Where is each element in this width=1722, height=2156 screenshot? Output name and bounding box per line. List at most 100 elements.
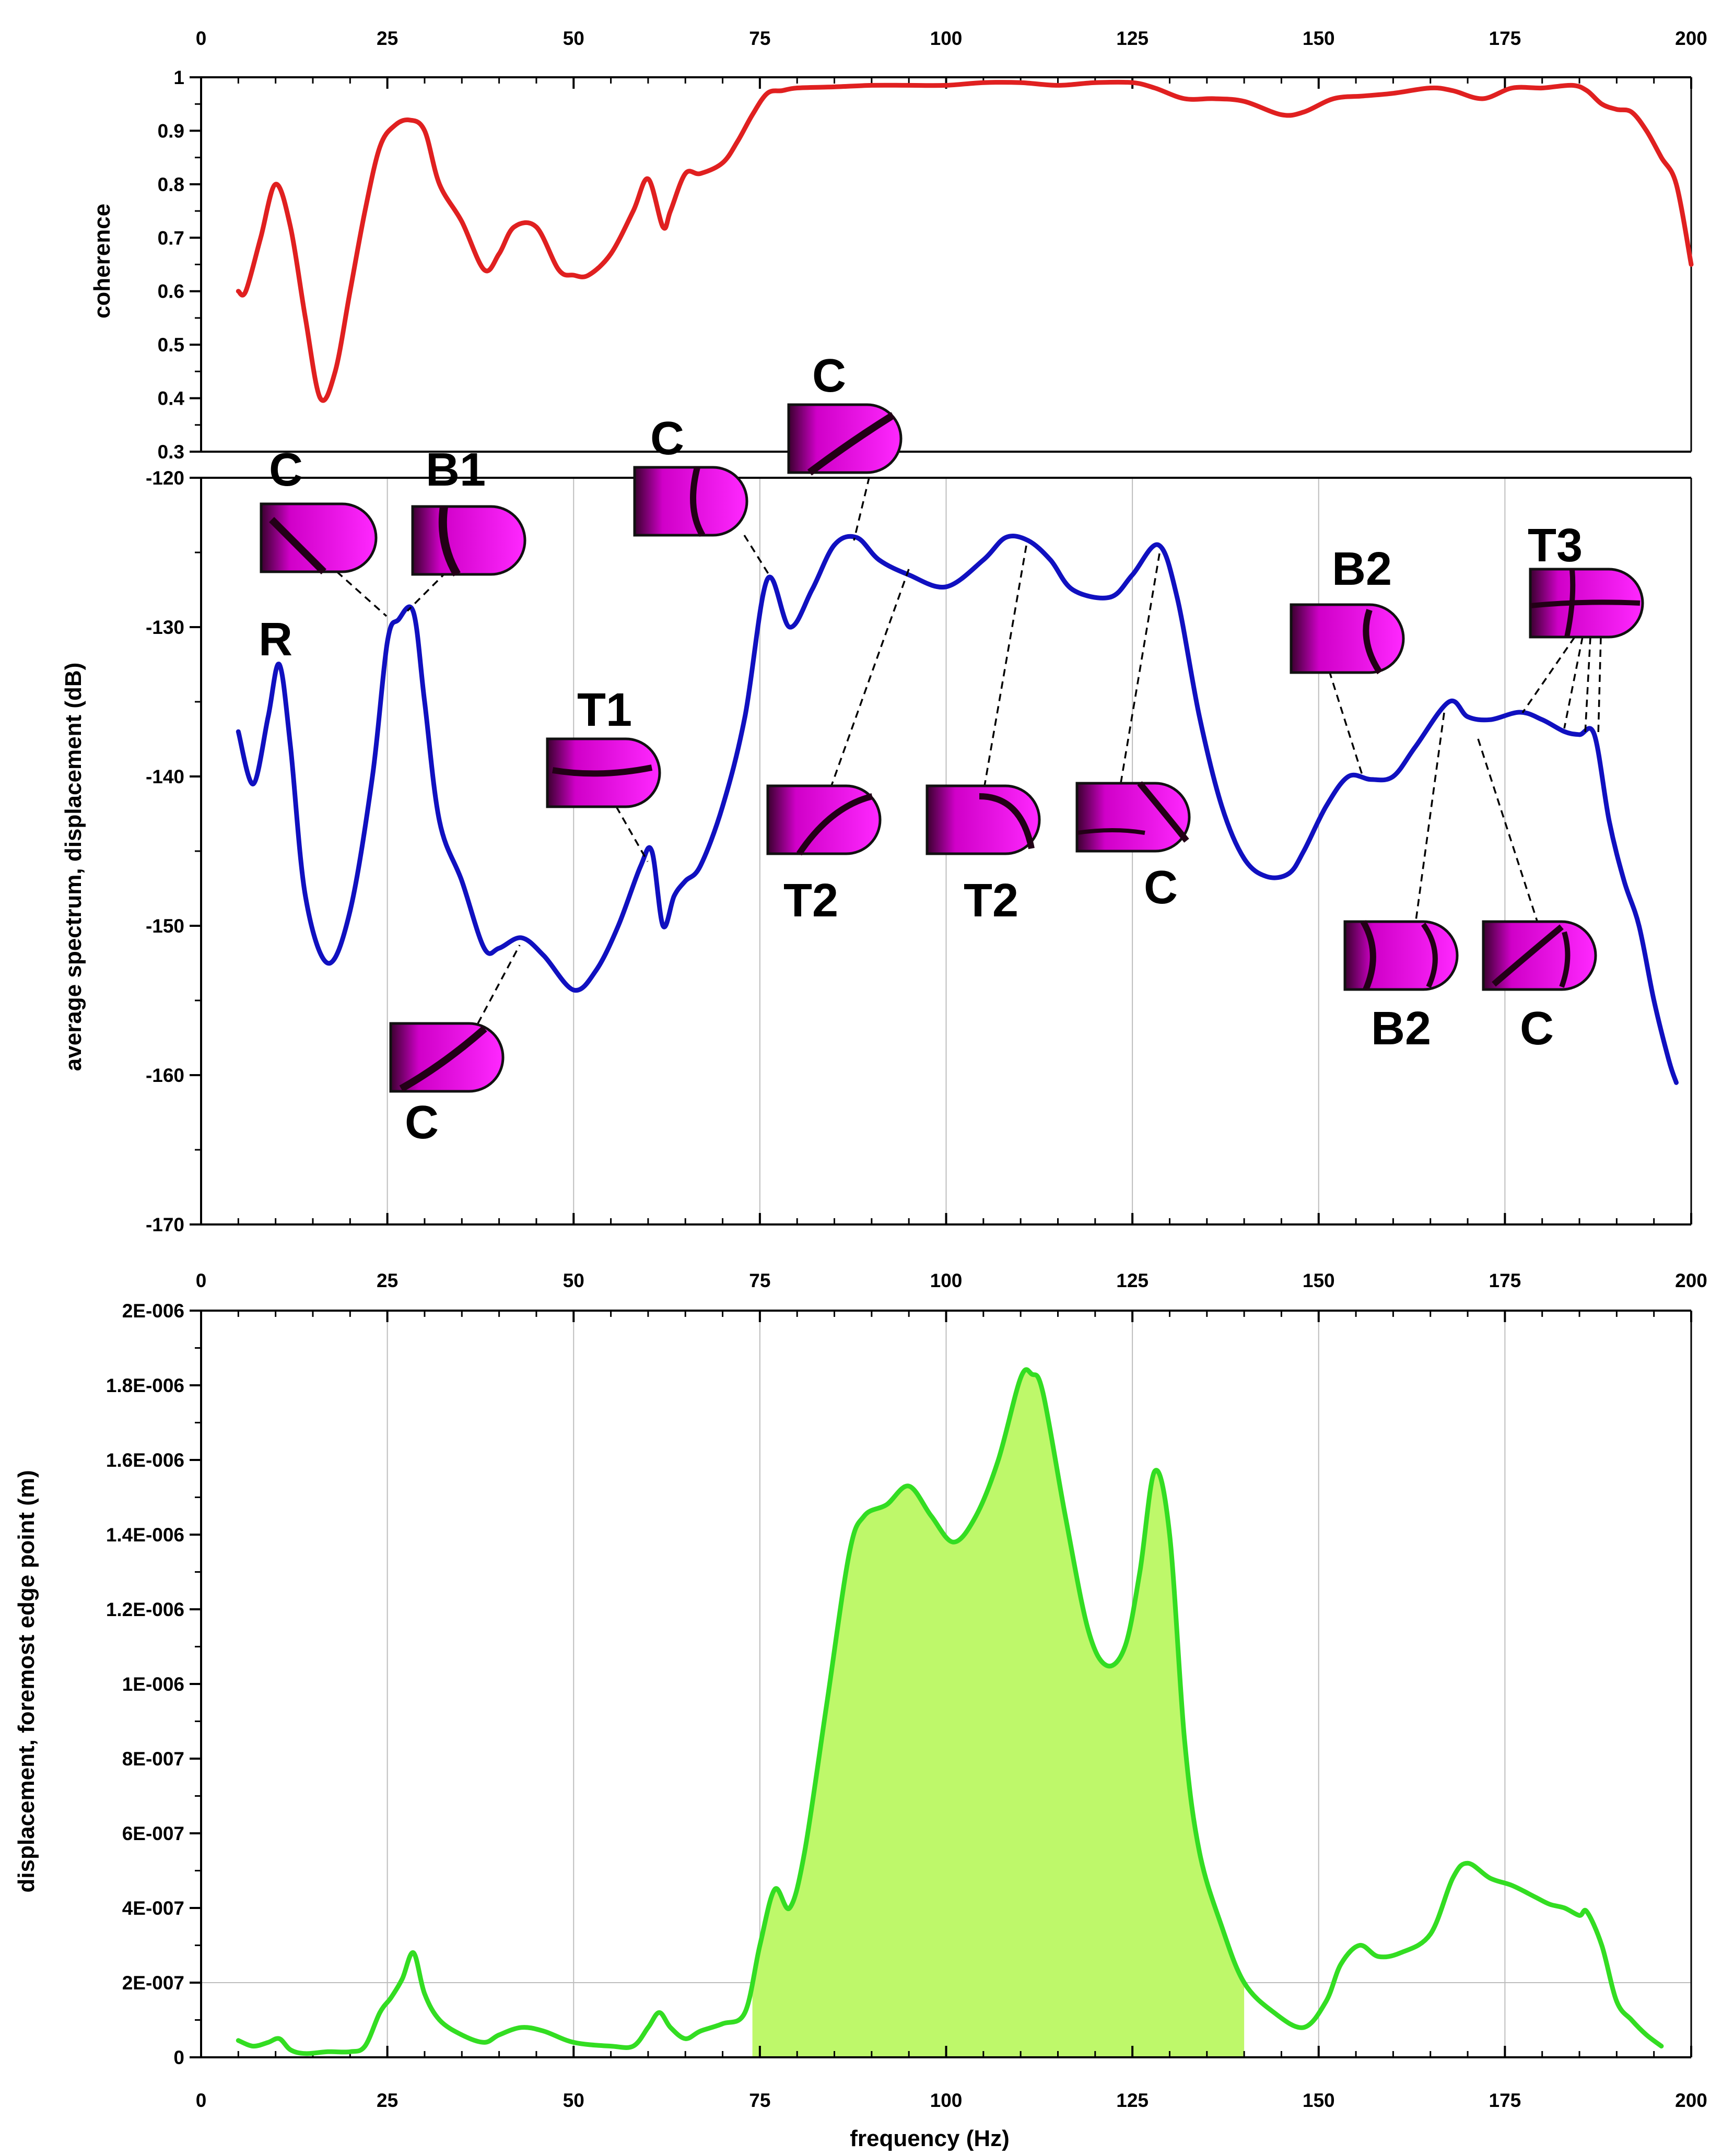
y-tick-label: 1.2E-006 <box>106 1599 184 1620</box>
x-tick-label: 175 <box>1489 2090 1521 2111</box>
x-tick-label: 200 <box>1675 1270 1707 1291</box>
displacement-ylabel: displacement, foremost edge point (m) <box>14 1470 39 1892</box>
annotation-label-c: C <box>812 350 846 402</box>
spectrum-panel: -170 -160 -150 -140 -130 -120 0 25 50 75 100 125 150… <box>146 467 1707 1291</box>
y-tick-label: 0.4 <box>158 388 185 409</box>
leader-line <box>853 464 873 541</box>
y-tick-label: 1.6E-006 <box>106 1450 184 1471</box>
x-tick-label: 50 <box>563 1270 584 1291</box>
x-tick-label: 100 <box>930 1270 963 1291</box>
mode-shape-image <box>766 784 882 856</box>
leader-line <box>477 945 521 1024</box>
annotation-label-t2: T2 <box>964 875 1018 927</box>
y-tick-label: 2E-007 <box>122 1972 184 1994</box>
x-tick-label: 200 <box>1675 28 1707 49</box>
annotation-label-c: C <box>269 444 303 496</box>
spectrum-annotations: R C B1 C T1 C C T2 T2 C B2 B2 C T3 <box>259 350 1583 1149</box>
coherence-ylabel: coherence <box>89 204 115 319</box>
y-tick-label: 1 <box>173 67 184 88</box>
x-tick-label: 150 <box>1303 2090 1335 2111</box>
annotation-label-t3: T3 <box>1528 520 1583 572</box>
annotation-label-b2: B2 <box>1371 1003 1431 1055</box>
x-tick-label: 0 <box>196 28 207 49</box>
mode-shape-image <box>926 784 1041 855</box>
y-tick-label: 1.4E-006 <box>106 1524 184 1546</box>
y-tick-label: 0.7 <box>158 227 184 249</box>
x-tick-label: 25 <box>377 1270 398 1291</box>
leader-line <box>336 571 388 617</box>
leader-line <box>406 571 448 612</box>
annotation-label-c: C <box>1144 862 1178 914</box>
leader-line <box>1414 712 1445 925</box>
y-tick-label: -130 <box>146 617 184 638</box>
leader-line <box>1563 637 1584 729</box>
y-tick-label: -170 <box>146 1214 184 1235</box>
leader-line <box>1521 637 1576 713</box>
displacement-panel: 0 2E-007 4E-007 6E-007 8E-007 1E-006 1.2E-006 1… <box>106 1300 1707 2111</box>
x-tick-label: 75 <box>749 2090 770 2111</box>
series-line <box>236 534 1679 1085</box>
y-tick-label: 0 <box>173 2047 184 2068</box>
mode-shape-image <box>1343 920 1459 991</box>
annotation-label-b2: B2 <box>1332 543 1392 595</box>
leader-line <box>1119 553 1161 786</box>
annotation-label-t2: T2 <box>783 875 838 927</box>
mode-shape-image <box>633 466 748 537</box>
leader-line <box>983 545 1027 786</box>
x-tick-label: 150 <box>1303 1270 1335 1291</box>
x-tick-label: 25 <box>377 2090 398 2111</box>
leader-line <box>743 535 771 578</box>
y-tick-label: 0.3 <box>158 441 184 463</box>
mode-shape-image <box>1529 568 1644 639</box>
y-tick-label: 0.5 <box>158 334 184 356</box>
annotation-label-c: C <box>1520 1003 1554 1055</box>
leader-line <box>1597 637 1602 737</box>
mode-shape-image <box>1482 920 1597 991</box>
x-tick-label: 200 <box>1675 2090 1707 2111</box>
mode-shape-image <box>787 403 903 476</box>
y-tick-label: 2E-006 <box>122 1300 184 1322</box>
x-axis-title: frequency (Hz) <box>850 2126 1010 2151</box>
x-tick-label: 75 <box>749 1270 770 1291</box>
annotation-label-t1: T1 <box>577 684 632 736</box>
x-tick-label: 175 <box>1489 1270 1521 1291</box>
x-tick-label: 50 <box>563 2090 584 2111</box>
y-tick-label: -140 <box>146 766 184 787</box>
y-tick-label: 1.8E-006 <box>106 1375 184 1396</box>
shaded-area <box>752 1369 1246 2057</box>
x-tick-label: 100 <box>930 28 963 49</box>
mode-shape-image <box>546 737 661 808</box>
y-tick-label: -150 <box>146 915 184 937</box>
x-tick-label: 0 <box>196 1270 207 1291</box>
leader-line <box>615 806 649 862</box>
annotation-label-b1: B1 <box>426 444 486 496</box>
x-tick-label: 175 <box>1489 28 1521 49</box>
x-tick-label: 100 <box>930 2090 963 2111</box>
series-line <box>236 79 1694 403</box>
y-tick-label: 0.8 <box>158 174 184 195</box>
mode-shape-image <box>260 502 378 574</box>
y-tick-label: 0.9 <box>158 120 184 142</box>
mode-shape-image <box>1075 781 1191 853</box>
y-tick-label: 4E-007 <box>122 1898 184 1919</box>
y-tick-label: 8E-007 <box>122 1748 184 1770</box>
spectrum-ylabel: average spectrum, displacement (dB) <box>61 663 86 1071</box>
annotation-label-c: C <box>405 1097 439 1149</box>
x-tick-label: 125 <box>1116 1270 1149 1291</box>
x-tick-label: 125 <box>1116 28 1149 49</box>
mode-shape-image <box>1290 603 1405 675</box>
mode-shape-image <box>411 505 526 577</box>
mode-shape-image <box>389 1022 505 1093</box>
y-tick-label: 1E-006 <box>122 1674 184 1695</box>
mode-shape-images <box>260 403 1644 1093</box>
y-tick-label: -160 <box>146 1065 184 1086</box>
y-tick-label: 6E-007 <box>122 1823 184 1844</box>
x-tick-label: 125 <box>1116 2090 1149 2111</box>
leader-line <box>1584 637 1591 734</box>
annotation-label-r: R <box>259 614 292 666</box>
y-tick-label: 0.6 <box>158 281 184 302</box>
coherence-panel: 0.3 0.4 0.5 0.6 0.7 0.8 0.9 10 25 50 75 100 125 150 17… <box>158 28 1707 463</box>
x-tick-label: 75 <box>749 28 770 49</box>
y-tick-label: -120 <box>146 467 184 489</box>
